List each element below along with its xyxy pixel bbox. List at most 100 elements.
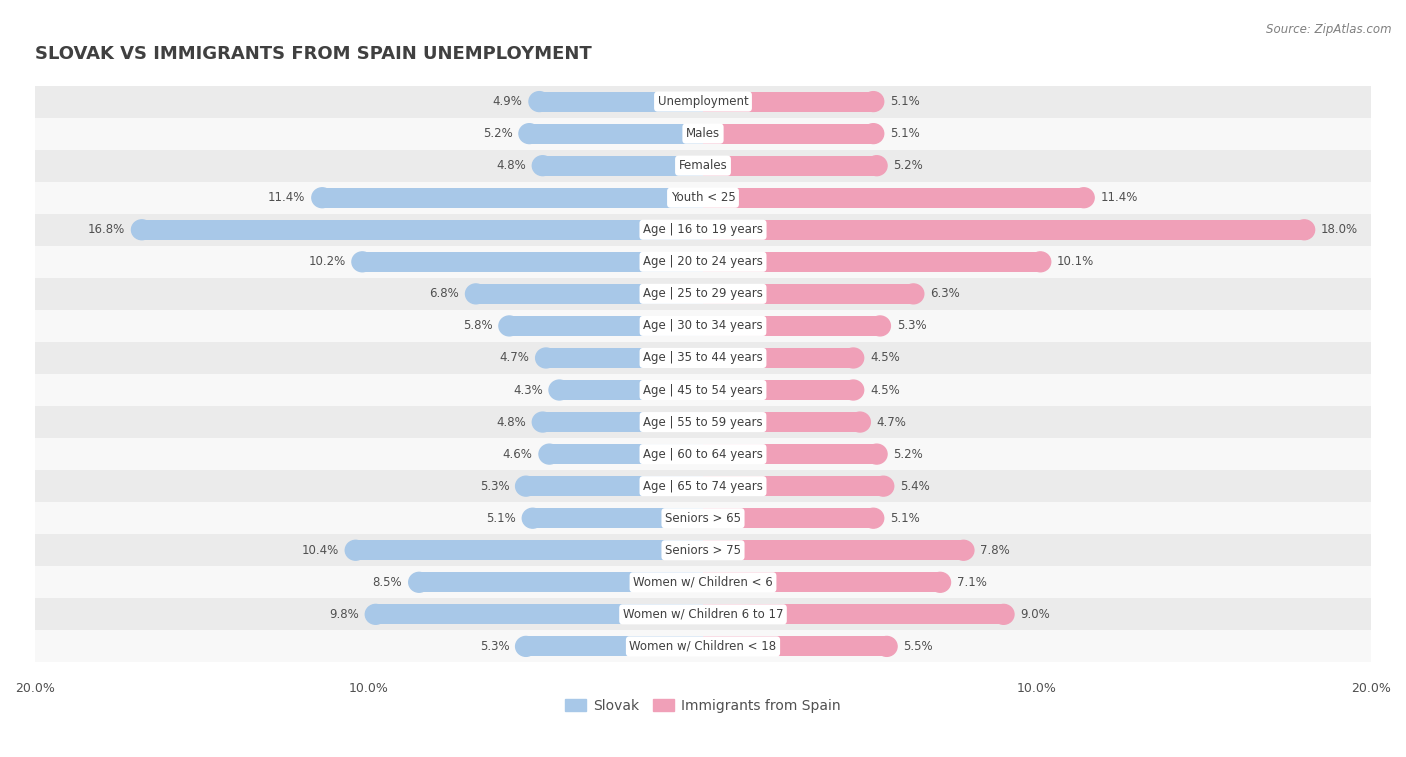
Circle shape (1294, 220, 1315, 240)
Bar (35, 342, 1371, 374)
Bar (703, 348, 853, 368)
Bar (35, 470, 1371, 502)
Circle shape (870, 316, 890, 336)
Text: SLOVAK VS IMMIGRANTS FROM SPAIN UNEMPLOYMENT: SLOVAK VS IMMIGRANTS FROM SPAIN UNEMPLOY… (35, 45, 592, 64)
Circle shape (863, 508, 884, 528)
Text: 9.0%: 9.0% (1021, 608, 1050, 621)
Circle shape (863, 92, 884, 111)
Circle shape (1031, 252, 1050, 272)
Bar (142, 220, 703, 240)
Text: 10.1%: 10.1% (1057, 255, 1094, 268)
Text: 4.5%: 4.5% (870, 384, 900, 397)
Circle shape (1073, 188, 1094, 207)
Bar (35, 438, 1371, 470)
Circle shape (903, 284, 924, 304)
Bar (35, 598, 1371, 631)
Bar (703, 572, 941, 592)
Text: 5.2%: 5.2% (482, 127, 513, 140)
Circle shape (929, 572, 950, 592)
Circle shape (863, 123, 884, 144)
Text: 18.0%: 18.0% (1322, 223, 1358, 236)
Bar (35, 86, 1371, 117)
Text: 16.8%: 16.8% (89, 223, 125, 236)
Bar (375, 604, 703, 625)
Text: Women w/ Children < 6: Women w/ Children < 6 (633, 576, 773, 589)
Text: Age | 45 to 54 years: Age | 45 to 54 years (643, 384, 763, 397)
Circle shape (499, 316, 520, 336)
Text: Source: ZipAtlas.com: Source: ZipAtlas.com (1267, 23, 1392, 36)
Text: 7.8%: 7.8% (980, 544, 1010, 556)
Bar (703, 188, 1084, 207)
Circle shape (536, 348, 557, 368)
Bar (533, 508, 703, 528)
Bar (35, 150, 1371, 182)
Bar (35, 566, 1371, 598)
Bar (543, 412, 703, 432)
Bar (703, 316, 880, 336)
Text: 6.3%: 6.3% (931, 288, 960, 301)
Circle shape (522, 508, 543, 528)
Bar (322, 188, 703, 207)
Text: Age | 30 to 34 years: Age | 30 to 34 years (643, 319, 763, 332)
Bar (35, 406, 1371, 438)
Bar (475, 284, 703, 304)
Text: Females: Females (679, 159, 727, 172)
Text: Age | 65 to 74 years: Age | 65 to 74 years (643, 480, 763, 493)
Circle shape (516, 637, 536, 656)
Text: 11.4%: 11.4% (269, 192, 305, 204)
Bar (703, 604, 1004, 625)
Legend: Slovak, Immigrants from Spain: Slovak, Immigrants from Spain (565, 699, 841, 713)
Bar (560, 380, 703, 400)
Bar (703, 220, 1305, 240)
Bar (529, 123, 703, 144)
Text: 4.8%: 4.8% (496, 416, 526, 428)
Text: Women w/ Children < 18: Women w/ Children < 18 (630, 640, 776, 653)
Bar (356, 540, 703, 560)
Text: 10.2%: 10.2% (308, 255, 346, 268)
Circle shape (844, 380, 863, 400)
Circle shape (866, 444, 887, 464)
Bar (35, 502, 1371, 534)
Circle shape (953, 540, 974, 560)
Text: Age | 20 to 24 years: Age | 20 to 24 years (643, 255, 763, 268)
Text: 4.5%: 4.5% (870, 351, 900, 364)
Circle shape (409, 572, 429, 592)
Text: Age | 60 to 64 years: Age | 60 to 64 years (643, 447, 763, 460)
Text: 4.3%: 4.3% (513, 384, 543, 397)
Text: 5.3%: 5.3% (479, 640, 509, 653)
Circle shape (849, 412, 870, 432)
Text: 9.8%: 9.8% (329, 608, 359, 621)
Bar (35, 631, 1371, 662)
Circle shape (548, 380, 569, 400)
Bar (540, 92, 703, 111)
Circle shape (993, 604, 1014, 625)
Bar (509, 316, 703, 336)
Text: 11.4%: 11.4% (1101, 192, 1137, 204)
Bar (35, 246, 1371, 278)
Text: 10.4%: 10.4% (302, 544, 339, 556)
Text: Age | 16 to 19 years: Age | 16 to 19 years (643, 223, 763, 236)
Bar (35, 534, 1371, 566)
Bar (419, 572, 703, 592)
Bar (703, 92, 873, 111)
Bar (35, 374, 1371, 406)
Circle shape (873, 476, 894, 496)
Circle shape (366, 604, 387, 625)
Circle shape (346, 540, 366, 560)
Bar (526, 637, 703, 656)
Circle shape (516, 476, 536, 496)
Bar (35, 117, 1371, 150)
Bar (35, 278, 1371, 310)
Circle shape (529, 92, 550, 111)
Text: 5.4%: 5.4% (900, 480, 929, 493)
Circle shape (533, 156, 553, 176)
Text: Seniors > 65: Seniors > 65 (665, 512, 741, 525)
Bar (703, 540, 963, 560)
Text: 5.1%: 5.1% (890, 512, 920, 525)
Bar (703, 637, 887, 656)
Text: 5.3%: 5.3% (479, 480, 509, 493)
Bar (363, 252, 703, 272)
Circle shape (312, 188, 333, 207)
Circle shape (352, 252, 373, 272)
Text: 5.2%: 5.2% (893, 159, 924, 172)
